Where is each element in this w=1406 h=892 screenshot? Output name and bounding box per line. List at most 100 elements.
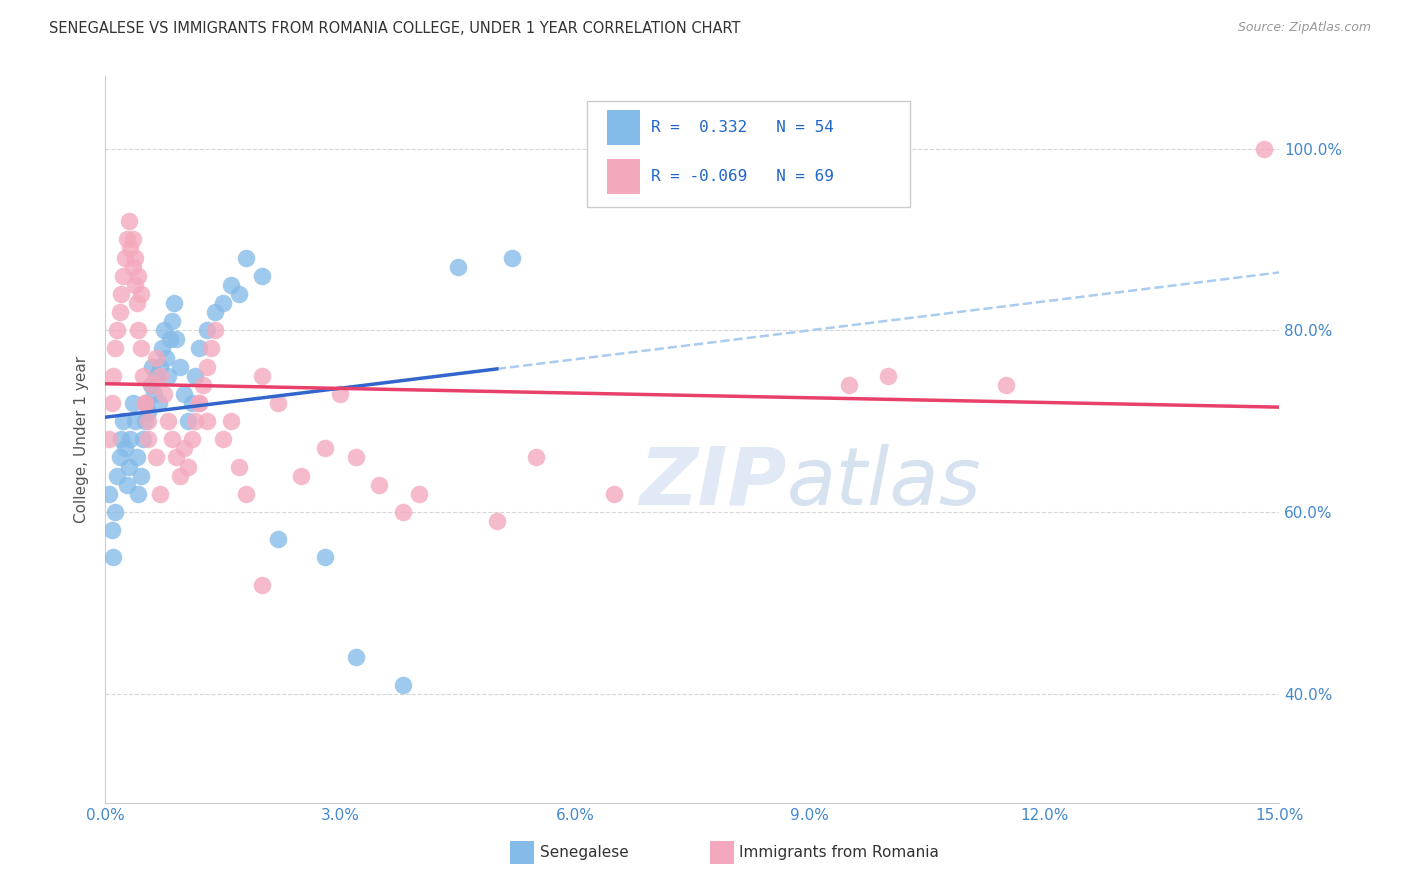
Point	[392, 678, 415, 692]
Point	[108, 450, 131, 465]
Point	[118, 214, 141, 228]
Point	[104, 342, 127, 356]
Point	[314, 550, 336, 565]
Bar	[607, 160, 640, 194]
Point	[149, 359, 172, 374]
Point	[104, 505, 127, 519]
Point	[204, 323, 226, 337]
Point	[157, 414, 180, 428]
Point	[138, 432, 160, 446]
Point	[134, 414, 156, 428]
Point	[127, 487, 149, 501]
Point	[105, 468, 128, 483]
Point	[117, 232, 139, 246]
Point	[314, 442, 336, 456]
Point	[195, 323, 218, 337]
Point	[524, 450, 547, 465]
Point	[132, 432, 155, 446]
Point	[163, 296, 186, 310]
Text: R = -0.069   N = 69: R = -0.069 N = 69	[651, 169, 834, 185]
Point	[153, 387, 176, 401]
Point	[211, 296, 233, 310]
Point	[219, 414, 242, 428]
Point	[228, 459, 250, 474]
Point	[100, 396, 122, 410]
Point	[180, 396, 202, 410]
Point	[100, 523, 122, 537]
Point	[149, 487, 172, 501]
Text: Senegalese: Senegalese	[540, 845, 628, 860]
Point	[111, 414, 134, 428]
Point	[344, 650, 367, 665]
Point	[165, 332, 187, 346]
Point	[603, 487, 626, 501]
Point	[219, 277, 242, 292]
Point	[176, 414, 198, 428]
Point	[165, 450, 187, 465]
Point	[125, 296, 148, 310]
Point	[204, 305, 226, 319]
Point	[408, 487, 430, 501]
Point	[139, 377, 162, 392]
Point	[368, 477, 391, 491]
Point	[143, 387, 166, 401]
Point	[169, 359, 191, 374]
Point	[235, 487, 257, 501]
Point	[1253, 141, 1275, 155]
Point	[188, 342, 211, 356]
Point	[235, 251, 257, 265]
Point	[103, 368, 125, 383]
Point	[184, 368, 207, 383]
Point	[129, 287, 152, 301]
Point	[153, 323, 176, 337]
Point	[188, 396, 211, 410]
Text: atlas: atlas	[786, 444, 981, 522]
Point	[124, 277, 146, 292]
Point	[149, 368, 172, 383]
Point	[173, 387, 195, 401]
Point	[121, 260, 143, 274]
Point	[160, 432, 183, 446]
Bar	[607, 111, 640, 145]
Point	[838, 377, 860, 392]
Point	[121, 232, 143, 246]
Point	[121, 396, 143, 410]
Point	[105, 323, 128, 337]
Point	[250, 368, 273, 383]
Point	[135, 396, 157, 410]
Point	[157, 368, 180, 383]
Point	[485, 514, 508, 528]
Point	[129, 342, 152, 356]
Point	[344, 450, 367, 465]
Point	[111, 268, 134, 283]
Point	[114, 442, 136, 456]
Point	[180, 432, 202, 446]
Point	[877, 368, 900, 383]
Point	[228, 287, 250, 301]
Text: ZIP: ZIP	[638, 444, 786, 522]
Bar	[710, 840, 734, 863]
Point	[114, 251, 136, 265]
Point	[159, 332, 181, 346]
Point	[117, 477, 139, 491]
Point	[169, 468, 191, 483]
Point	[173, 442, 195, 456]
FancyBboxPatch shape	[586, 102, 910, 207]
Point	[176, 459, 198, 474]
Point	[193, 377, 215, 392]
Text: Source: ZipAtlas.com: Source: ZipAtlas.com	[1237, 21, 1371, 34]
Point	[160, 314, 183, 328]
Point	[103, 550, 125, 565]
Text: R =  0.332   N = 54: R = 0.332 N = 54	[651, 120, 834, 136]
Y-axis label: College, Under 1 year: College, Under 1 year	[75, 356, 90, 523]
Point	[134, 396, 156, 410]
Point	[211, 432, 233, 446]
Bar	[510, 840, 534, 863]
Point	[994, 377, 1017, 392]
Point	[145, 450, 167, 465]
Point	[155, 351, 177, 365]
Point	[148, 396, 170, 410]
Point	[134, 396, 156, 410]
Point	[98, 432, 121, 446]
Point	[125, 450, 148, 465]
